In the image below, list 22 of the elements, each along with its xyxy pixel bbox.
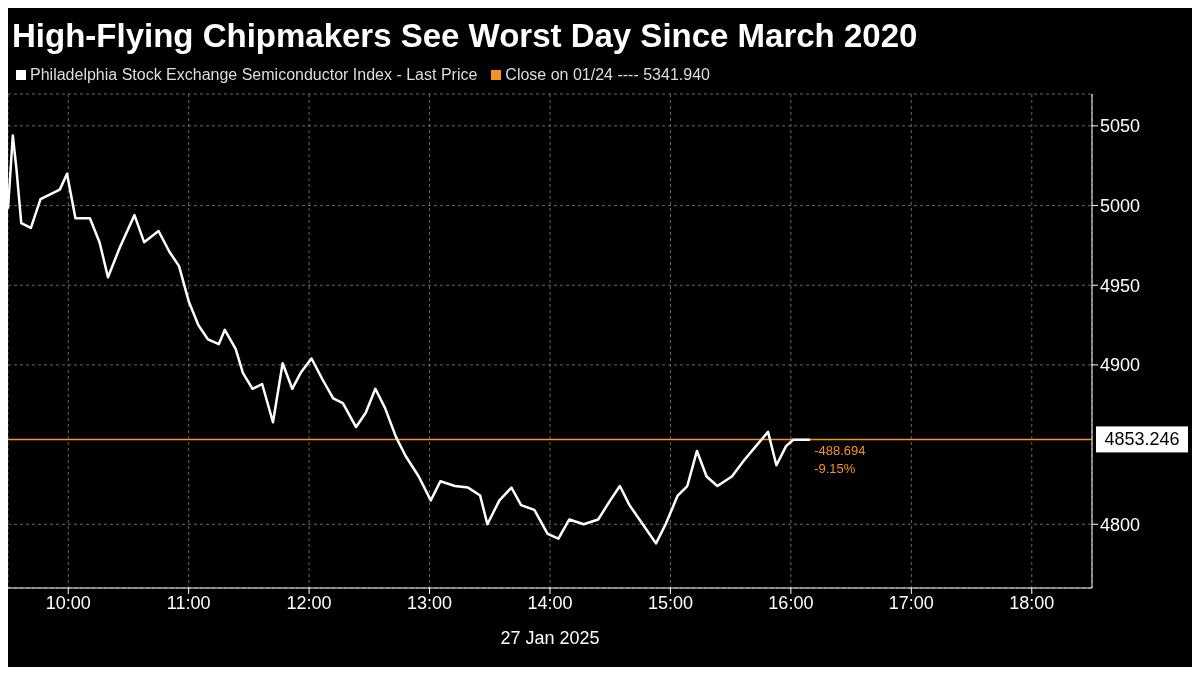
y-tick-label: 5050 (1100, 116, 1141, 137)
x-tick-label: 11:00 (166, 592, 211, 613)
x-tick-label: 10:00 (45, 592, 91, 613)
x-tick-label: 16:00 (768, 592, 814, 613)
x-tick-label: 18:00 (1009, 592, 1055, 613)
y-tick-label: 4900 (1100, 355, 1141, 376)
line-series (8, 134, 812, 545)
x-tick-label: 12:00 (286, 592, 332, 613)
x-tick-label: 15:00 (647, 592, 693, 613)
x-tick-label: 13:00 (407, 592, 453, 613)
ref-line-label: 4853.246 (1104, 429, 1180, 450)
annotation: -488.694 (814, 443, 866, 459)
annotation: -9.15% (814, 461, 856, 477)
y-tick-label: 4950 (1100, 275, 1141, 296)
text: Close on 01/24 ---- 5341.940 (505, 66, 710, 84)
chart-title: High-Flying Chipmakers See Worst Day Since March 2020 (11, 16, 919, 56)
legend-label: Philadelphia Stock Exchange Semiconductor Index - Last Price (30, 66, 478, 84)
y-tick-label: 4800 (1100, 514, 1141, 535)
x-axis-title: 27 Jan 2025 (500, 628, 600, 648)
y-tick-label: 5000 (1100, 195, 1141, 216)
x-tick-label: 17:00 (888, 592, 934, 613)
x-tick-label: 14:00 (527, 592, 573, 613)
